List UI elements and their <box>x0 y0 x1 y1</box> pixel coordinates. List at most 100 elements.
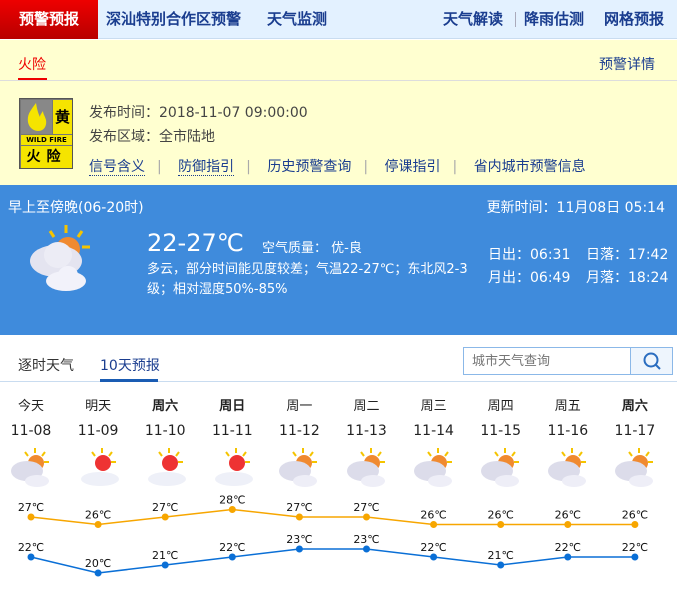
low-temp-label: 22℃ <box>219 541 245 554</box>
partly-cloudy-icon <box>479 446 523 492</box>
forecast-day: 周日 <box>219 399 246 414</box>
warning-links: 信号含义 | 防御指引 | 历史预警查询 | 停课指引 | 省内城市预警信息 <box>89 159 586 176</box>
link-province-warnings[interactable]: 省内城市预警信息 <box>473 159 586 175</box>
search-button[interactable] <box>630 348 672 374</box>
temperature-chart: 27℃ 26℃ 27℃ 28℃ 27℃ 27℃ 26℃ 26℃ 26℃ 26℃ 22℃ 20℃ 21℃ 2… <box>18 494 648 577</box>
forecast-day: 明天 <box>85 399 112 414</box>
weather-description: 多云，部分时间能见度较差；气温22-27℃；东北风2-3级；相对湿度50%-85… <box>147 262 468 297</box>
low-temp-point <box>295 545 303 553</box>
sunny-cloudy-icon <box>143 446 187 492</box>
high-temp-label: 26℃ <box>85 509 111 522</box>
label: 发布区域： <box>89 129 159 145</box>
forecast-date: 11-15 <box>480 423 522 439</box>
low-temp-label: 22℃ <box>555 541 581 554</box>
fire-warning-badge: 黄 WILD FIRE 火险 <box>19 98 73 169</box>
divider <box>515 12 516 27</box>
update-time: 更新时间：11月08日 05:14 <box>486 200 665 216</box>
sunny-cloudy-icon <box>76 446 120 492</box>
tab-underline <box>18 78 47 81</box>
low-temp-line <box>30 548 635 574</box>
high-temp-label: 27℃ <box>18 501 44 514</box>
forecast-day: 周二 <box>353 399 380 414</box>
search-icon <box>643 352 661 370</box>
warning-detail-link[interactable]: 预警详情 <box>599 57 655 73</box>
tab-10day[interactable]: 10天预报 <box>100 358 160 374</box>
high-temp-point <box>497 521 505 528</box>
low-temp-point <box>430 553 438 561</box>
period: 早上至傍晚(06-20时) <box>8 200 144 216</box>
low-temp-point <box>27 553 35 561</box>
high-temp-label: 26℃ <box>420 509 446 522</box>
forecast-date: 11-16 <box>547 423 589 439</box>
forecast-day: 周六 <box>152 399 179 414</box>
low-temp-point <box>564 553 572 561</box>
high-temp-point <box>363 513 370 521</box>
forecast-day: 周一 <box>286 399 313 414</box>
low-temp-point <box>497 561 505 569</box>
low-temp-label: 21℃ <box>488 549 514 562</box>
badge-level: 黄 <box>53 100 72 134</box>
forecast-tabs: 逐时天气 10天预报 <box>0 335 677 382</box>
badge-name: 火险 <box>21 146 72 168</box>
forecast-date: 11-11 <box>211 423 253 439</box>
value: 全市陆地 <box>159 129 215 145</box>
forecast-day: 周三 <box>420 399 447 414</box>
current-weather: 早上至傍晚(06-20时) 更新时间：11月08日 05:14 22-27℃ 空… <box>0 185 677 335</box>
low-temp-label: 22℃ <box>420 541 446 554</box>
partly-cloudy-icon <box>9 446 53 492</box>
nav-interpretation[interactable]: 天气解读 <box>443 10 504 28</box>
link-class-suspension[interactable]: 停课指引 <box>384 159 441 175</box>
low-temp-point <box>161 561 169 569</box>
forecast-date: 11-12 <box>279 423 320 439</box>
forecast-day: 今天 <box>17 399 44 414</box>
sunny-cloudy-icon <box>210 446 254 492</box>
low-temp-label: 23℃ <box>286 533 312 546</box>
high-temp-point <box>94 521 102 528</box>
tab-hourly[interactable]: 逐时天气 <box>18 358 74 374</box>
nav-grid-forecast[interactable]: 网格预报 <box>604 10 665 28</box>
sunrise: 日出：06:31 <box>488 247 571 263</box>
forecast-date: 11-17 <box>614 423 656 439</box>
partly-cloudy-icon <box>613 446 657 492</box>
high-temp-label: 27℃ <box>152 501 178 514</box>
low-temp-label: 22℃ <box>18 541 44 554</box>
link-signal-meaning[interactable]: 信号含义 <box>89 159 145 176</box>
high-temp-point <box>295 513 303 521</box>
high-temp-label: 26℃ <box>555 509 581 522</box>
city-search <box>463 347 673 375</box>
high-temp-label: 27℃ <box>286 501 312 514</box>
nav-monitoring[interactable]: 天气监测 <box>267 10 328 28</box>
low-temp-label: 23℃ <box>353 533 379 546</box>
forecast-day: 周六 <box>621 399 648 414</box>
low-temp-point <box>363 545 370 553</box>
forecast-date: 11-09 <box>77 423 119 439</box>
partly-cloudy-icon <box>412 446 456 492</box>
link-defense-guide[interactable]: 防御指引 <box>178 159 235 176</box>
forecast-date: 11-10 <box>144 423 186 439</box>
forecast-date: 11-14 <box>413 423 454 439</box>
partly-cloudy-icon <box>345 446 389 492</box>
high-temp-point <box>161 513 169 521</box>
issue-time: 发布时间：2018-11-07 09:00:00 <box>89 102 308 122</box>
low-temp-label: 22℃ <box>622 541 648 554</box>
nav-warning-forecast[interactable]: 预警预报 <box>0 0 98 39</box>
top-nav: 预警预报 深汕特别合作区预警 天气监测 天气解读 降雨估测 网格预报 <box>0 0 677 39</box>
nav-shenshan[interactable]: 深汕特别合作区预警 <box>106 10 242 28</box>
forecast-date: 11-08 <box>10 423 52 439</box>
low-temp-label: 20℃ <box>85 557 111 570</box>
low-temp-label: 21℃ <box>152 549 178 562</box>
air-quality: 空气质量： 优-良 <box>262 241 362 256</box>
divider <box>0 80 677 81</box>
tab-fire-risk[interactable]: 火险 <box>18 57 46 73</box>
low-temp-point <box>94 569 102 577</box>
forecast-date: 11-13 <box>346 423 387 439</box>
link-history[interactable]: 历史预警查询 <box>267 159 352 175</box>
badge-en: WILD FIRE <box>21 135 72 145</box>
issue-area: 发布区域：全市陆地 <box>89 126 215 146</box>
partly-cloudy-icon <box>30 225 90 291</box>
nav-rain-estimate[interactable]: 降雨估测 <box>524 10 585 28</box>
warning-panel: 火险 预警详情 黄 WILD FIRE 火险 发布时间：2018-11-07 0… <box>0 40 677 185</box>
city-search-input[interactable] <box>464 348 630 374</box>
high-temp-label: 28℃ <box>219 494 245 507</box>
forecast-day: 周五 <box>554 399 581 414</box>
